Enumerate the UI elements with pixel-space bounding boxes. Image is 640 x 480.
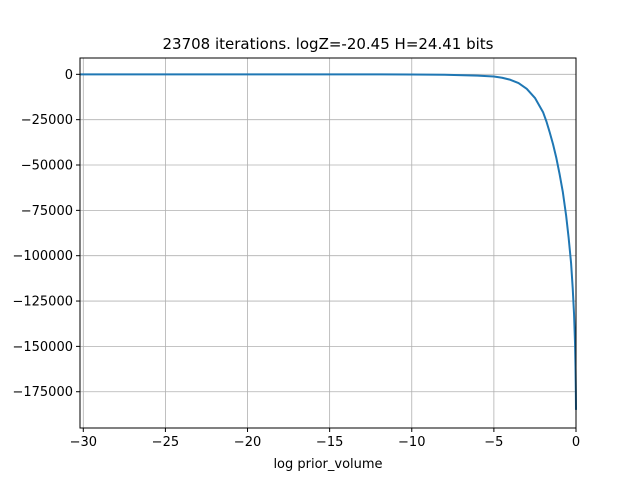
y-tick-label: −100000 [12,249,73,264]
plot-frame [79,57,577,429]
x-tick-label: −5 [484,435,503,450]
y-tick-label: −50000 [21,159,73,174]
grid-lines [80,58,577,428]
y-tick-label: −25000 [21,113,73,128]
chart-title: 23708 iterations. logZ=-20.45 H=24.41 bi… [163,35,494,53]
y-tick-label: −175000 [12,385,73,400]
x-tick-label: −10 [398,435,425,450]
x-axis-label: log prior_volume [273,457,382,472]
y-tick-label: −75000 [21,204,73,219]
x-tick-label: −20 [234,435,261,450]
x-tick-label: −15 [316,435,343,450]
series-line [80,73,577,410]
x-tick-label: −25 [152,435,179,450]
x-tick-label: 0 [572,435,580,450]
axis-ticks: −30 −25 −20 −15 −10 −5 0 0 −25000 −50000 −75000 −10… [12,68,580,450]
y-tick-label: −150000 [12,340,73,355]
x-tick-label: −30 [70,435,97,450]
y-tick-label: −125000 [12,295,73,310]
y-tick-label: 0 [65,68,73,83]
series-layer [80,73,577,410]
